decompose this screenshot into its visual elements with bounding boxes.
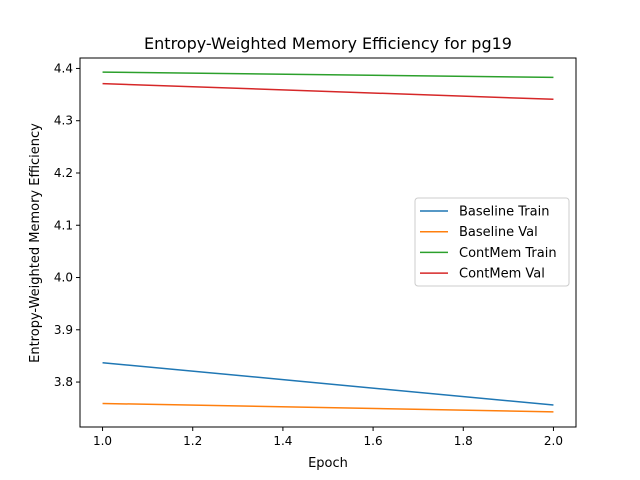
series-line-1: [102, 402, 554, 413]
legend-label-0: Baseline Train: [459, 205, 549, 220]
y-axis: 3.8 3.9 4.0 4.1 4.2 4.3 4.4: [54, 61, 80, 389]
y-tick-label: 3.8: [54, 375, 73, 389]
series-line-2: [102, 71, 554, 79]
y-axis-label: Entropy-Weighted Memory Efficiency: [28, 123, 43, 363]
legend-label-2: ContMem Train: [459, 246, 557, 261]
x-axis-label: Epoch: [308, 456, 348, 471]
x-tick-label: 2.0: [544, 434, 563, 448]
x-tick-label: 1.8: [454, 434, 473, 448]
legend-box: [414, 197, 570, 287]
series-line-0: [102, 361, 554, 406]
x-tick-label: 1.0: [93, 434, 112, 448]
y-tick-label: 4.4: [54, 61, 73, 75]
chart-title: Entropy-Weighted Memory Efficiency for p…: [144, 34, 512, 53]
legend-label-1: Baseline Val: [459, 225, 538, 240]
x-tick-label: 1.2: [183, 434, 202, 448]
series-layer: [102, 71, 554, 413]
y-tick-label: 3.9: [54, 323, 73, 337]
series-line-3: [102, 82, 554, 101]
legend: Baseline Train Baseline Val ContMem Train C…: [414, 197, 570, 287]
x-tick-label: 1.4: [273, 434, 292, 448]
x-tick-label: 1.6: [364, 434, 383, 448]
y-tick-label: 4.1: [54, 218, 73, 232]
y-tick-label: 4.3: [54, 114, 73, 128]
y-tick-label: 4.2: [54, 166, 73, 180]
legend-label-3: ContMem Val: [459, 267, 545, 282]
y-tick-label: 4.0: [54, 271, 73, 285]
plot-frame: [79, 57, 577, 428]
x-axis: 1.0 1.2 1.4 1.6 1.8 2.0: [93, 427, 563, 448]
